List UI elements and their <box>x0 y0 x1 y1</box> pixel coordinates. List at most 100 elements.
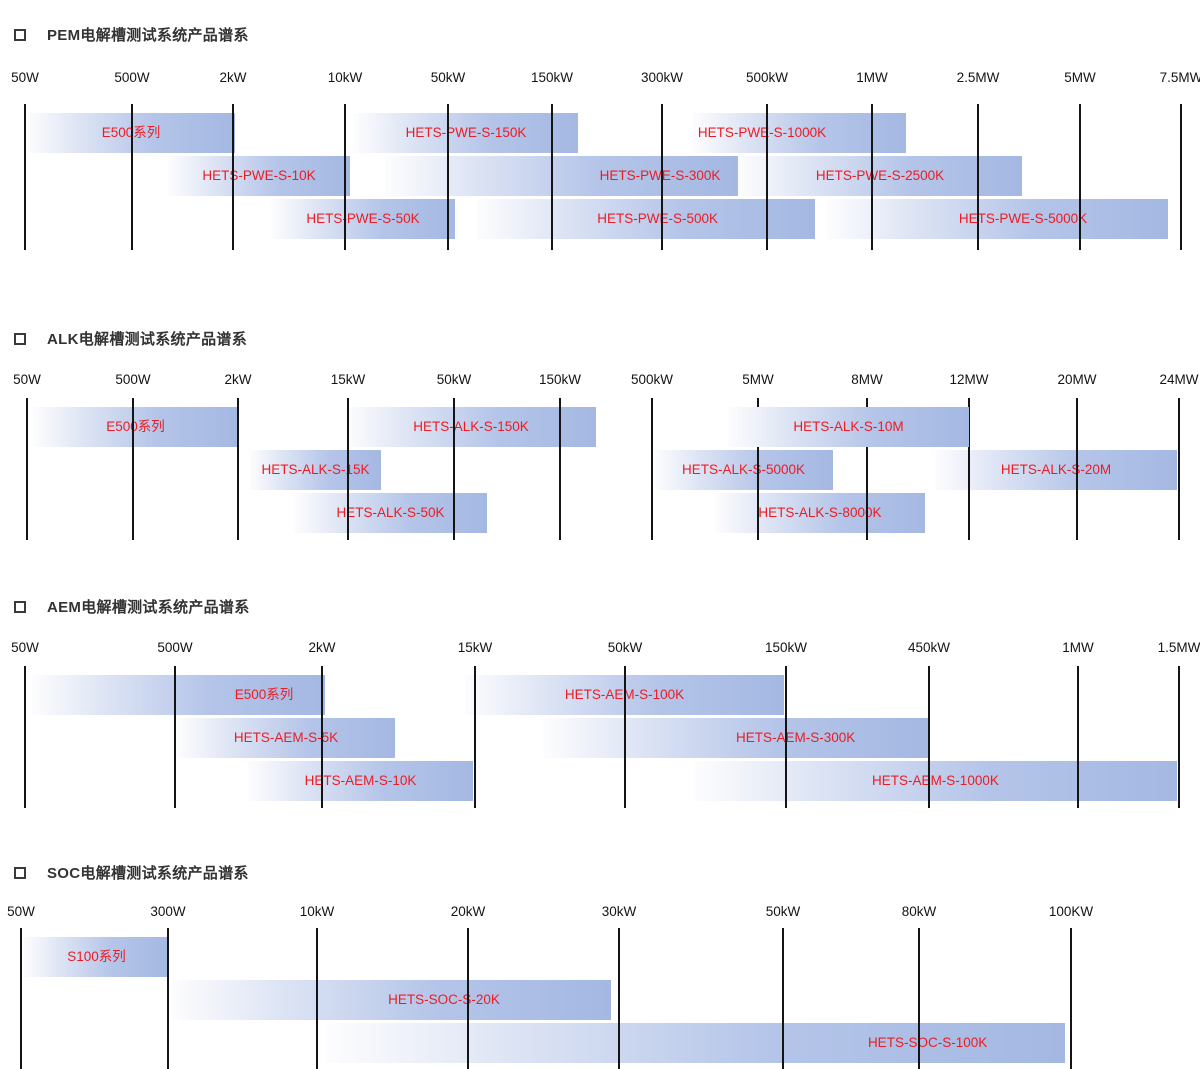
axis-tick-label: 10kW <box>327 70 363 85</box>
section-title-row: SOC电解槽测试系统产品谱系 <box>14 862 249 883</box>
axis-gridline <box>928 666 931 808</box>
axis-gridline <box>617 928 620 1069</box>
axis-gridline <box>236 398 239 540</box>
axis-gridline <box>757 398 760 540</box>
axis-tick-label: 12MW <box>949 372 989 387</box>
bar-label: HETS-PWE-S-10K <box>202 168 316 183</box>
axis-gridline <box>20 928 22 1069</box>
axis-tick-label: 50W <box>11 640 39 655</box>
axis-gridline <box>320 666 323 808</box>
axis-gridline <box>23 104 26 250</box>
axis-tick-label: 450kW <box>908 640 951 655</box>
range-bar: HETS-ALK-S-20M <box>935 450 1177 490</box>
range-bar: HETS-SOC-S-100K <box>324 1023 1065 1063</box>
axis-gridline <box>623 666 626 808</box>
range-bar: HETS-PWE-S-50K <box>270 199 456 239</box>
axis-tick-label: 5MW <box>742 372 774 387</box>
axis-tick-label: 500W <box>114 70 150 85</box>
axis-gridline <box>661 104 664 250</box>
axis-tick-label: 50kW <box>436 372 472 387</box>
axis-gridline <box>23 666 26 808</box>
range-bar: HETS-AEM-S-10K <box>248 761 474 801</box>
range-bar: HETS-AEM-S-100K <box>465 675 784 715</box>
axis-gridline <box>1079 104 1081 250</box>
range-bar: HETS-AEM-S-1000K <box>693 761 1177 801</box>
axis-gridline <box>1076 666 1079 808</box>
bar-label: E500系列 <box>234 687 294 702</box>
axis-gridline <box>446 104 449 250</box>
range-bar: E500系列 <box>32 675 325 715</box>
axis-gridline <box>473 666 476 808</box>
bar-label: HETS-PWE-S-150K <box>405 125 527 140</box>
range-bar: HETS-PWE-S-500K <box>477 199 816 239</box>
axis-gridline <box>650 398 653 540</box>
axis-tick-label: 7.5MW <box>1159 70 1200 85</box>
axis-tick-label: 8MW <box>851 372 883 387</box>
bar-label: HETS-PWE-S-300K <box>599 168 721 183</box>
range-bar: HETS-ALK-S-150K <box>345 407 597 447</box>
square-bullet-icon <box>14 28 26 41</box>
square-bullet-icon <box>14 866 26 879</box>
bar-label: HETS-PWE-S-50K <box>306 211 420 226</box>
section-title-row: AEM电解槽测试系统产品谱系 <box>14 596 250 617</box>
axis-gridline <box>467 928 469 1069</box>
bar-label: HETS-PWE-S-5000K <box>958 211 1088 226</box>
section-title: ALK电解槽测试系统产品谱系 <box>47 331 248 348</box>
axis-tick-label: 150kW <box>539 372 582 387</box>
axis-tick-label: 10kW <box>299 904 335 919</box>
axis-tick-label: 500kW <box>630 372 673 387</box>
axis-tick-label: 300kW <box>641 70 684 85</box>
range-bar: E500系列 <box>27 113 235 153</box>
axis-tick-label: 20kW <box>450 904 486 919</box>
range-bar: HETS-ALK-S-10M <box>728 407 969 447</box>
axis-tick-label: 15kW <box>457 640 493 655</box>
range-bar: HETS-ALK-S-50K <box>294 493 487 533</box>
axis-gridline <box>1180 104 1183 250</box>
bar-label: HETS-AEM-S-5K <box>233 730 339 745</box>
bar-label: HETS-SOC-S-20K <box>388 992 500 1007</box>
bar-label: HETS-SOC-S-100K <box>867 1035 988 1050</box>
section-title-row: PEM电解槽测试系统产品谱系 <box>14 24 249 45</box>
axis-gridline <box>968 398 970 540</box>
axis-gridline <box>559 398 562 540</box>
axis-tick-label: 50kW <box>765 904 801 919</box>
axis-gridline <box>1076 398 1078 540</box>
axis-gridline <box>344 104 346 250</box>
bar-label: HETS-ALK-S-50K <box>336 505 445 520</box>
axis-gridline <box>347 398 349 540</box>
bar-label: HETS-AEM-S-100K <box>564 687 685 702</box>
section-title: SOC电解槽测试系统产品谱系 <box>47 865 249 882</box>
axis-gridline <box>917 928 920 1069</box>
axis-gridline <box>167 928 169 1069</box>
range-bar: HETS-PWE-S-1000K <box>693 113 906 153</box>
axis-gridline <box>785 666 787 808</box>
range-bar: HETS-PWE-S-5000K <box>827 199 1168 239</box>
axis-tick-label: 50kW <box>430 70 466 85</box>
range-bar: HETS-PWE-S-10K <box>168 156 351 196</box>
bar-label: HETS-ALK-S-15K <box>261 462 370 477</box>
axis-tick-label: 2kW <box>224 372 252 387</box>
section-title: PEM电解槽测试系统产品谱系 <box>47 27 249 44</box>
axis-tick-label: 50kW <box>607 640 643 655</box>
bar-label: HETS-AEM-S-1000K <box>872 773 999 788</box>
axis-tick-label: 1MW <box>856 70 888 85</box>
axis-gridline <box>1070 928 1072 1069</box>
bar-label: HETS-ALK-S-20M <box>1000 462 1112 477</box>
bar-label: HETS-ALK-S-150K <box>413 419 529 434</box>
range-bar: HETS-ALK-S-8000K <box>714 493 925 533</box>
axis-tick-label: 500W <box>157 640 193 655</box>
axis-gridline <box>977 104 979 250</box>
range-bar: HETS-AEM-S-300K <box>543 718 930 758</box>
axis-gridline <box>866 398 868 540</box>
axis-gridline <box>551 104 553 250</box>
square-bullet-icon <box>14 332 26 345</box>
axis-tick-label: 30kW <box>601 904 637 919</box>
axis-gridline <box>766 104 769 250</box>
range-bar: HETS-PWE-S-300K <box>384 156 738 196</box>
axis-gridline <box>316 928 319 1069</box>
axis-gridline <box>232 104 235 250</box>
axis-gridline <box>26 398 28 540</box>
axis-gridline <box>1178 398 1180 540</box>
axis-tick-label: 50W <box>11 70 39 85</box>
